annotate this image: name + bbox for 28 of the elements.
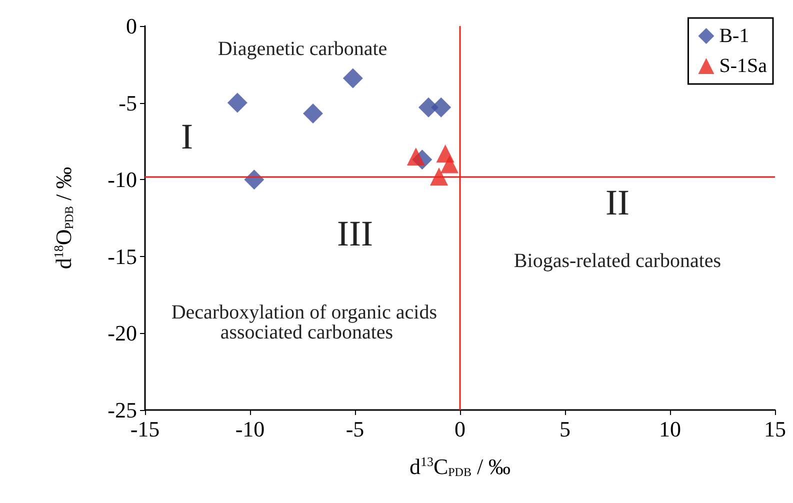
legend-label: S-1Sa: [719, 55, 768, 77]
legend-label: B-1: [719, 25, 750, 47]
x-tick-label: -5: [346, 416, 364, 442]
y-tick-label: -20: [108, 320, 137, 346]
point: [440, 155, 458, 174]
annotation: III: [337, 213, 373, 254]
point: [342, 68, 363, 88]
point: [431, 97, 452, 118]
annotation: Biogas-related carbonates: [514, 250, 722, 272]
x-tick-label: -10: [235, 416, 265, 442]
x-tick-label: 5: [560, 416, 570, 442]
y-tick-label: -5: [118, 90, 137, 116]
y-tick-label: 0: [126, 14, 137, 38]
x-tick-label: 10: [659, 416, 681, 442]
x-tick-label: 0: [454, 416, 466, 442]
annotation: Decarboxylation of organic acids associated carbonates: [171, 301, 442, 344]
point: [303, 104, 323, 124]
x-tick-label: 15: [764, 416, 786, 442]
annotation: I: [181, 116, 193, 157]
y-axis-title: d18OPDB / ‰: [51, 166, 76, 270]
y-tick-label: -25: [108, 398, 137, 422]
y-tick-label: -15: [108, 244, 137, 269]
point: [430, 168, 448, 186]
annotation: II: [606, 182, 630, 223]
point: [227, 92, 248, 113]
point: [406, 148, 425, 166]
annotation: Diagenetic carbonate: [218, 38, 388, 60]
y-tick-label: -10: [108, 167, 137, 192]
